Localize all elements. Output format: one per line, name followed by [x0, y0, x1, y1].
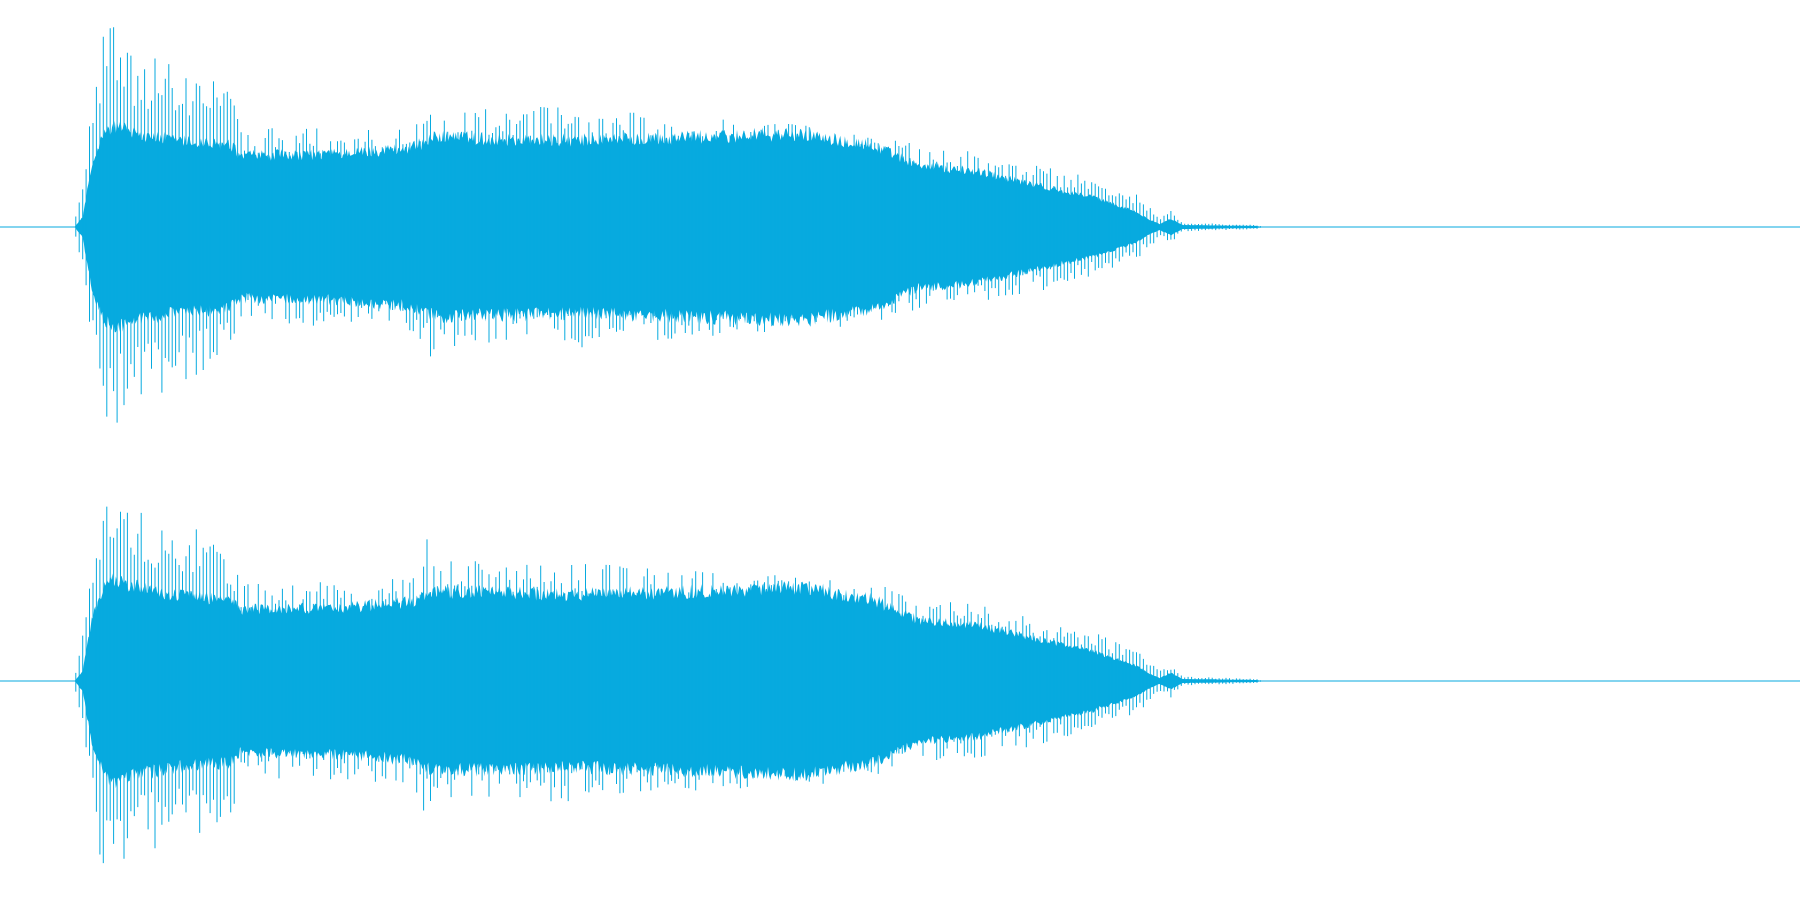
channel-1-peaks	[75, 27, 1261, 423]
channel-2-peaks	[75, 506, 1261, 864]
